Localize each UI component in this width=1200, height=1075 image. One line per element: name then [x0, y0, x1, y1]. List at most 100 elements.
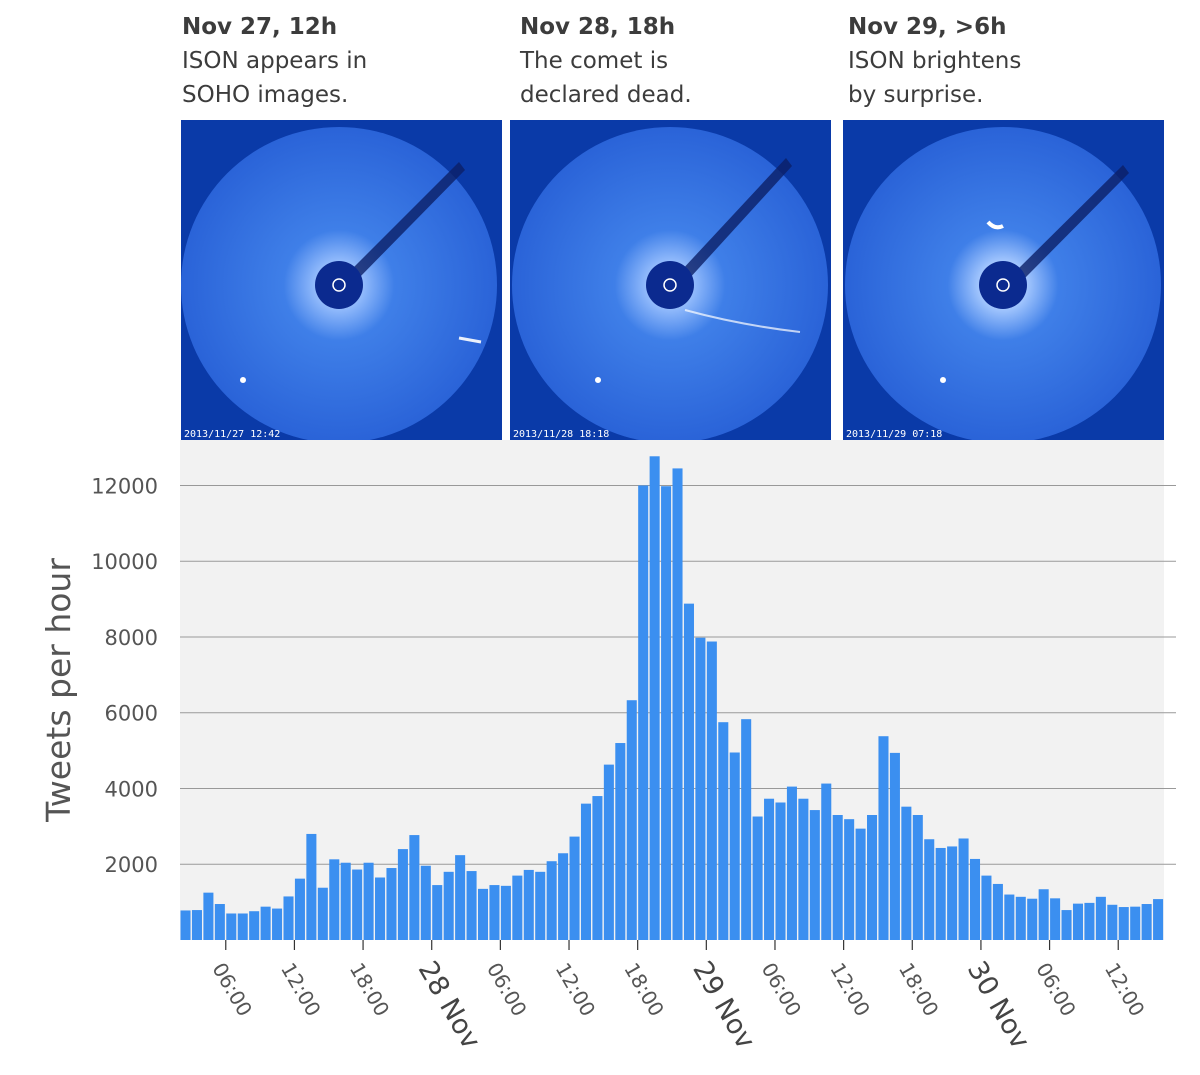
bar: [947, 846, 958, 940]
x-axis: 06:00 12:00 18:00 28 Nov 06:00 12:00 18:00 29 N…: [207, 940, 1150, 1054]
caption-line: The comet is: [520, 48, 669, 74]
caption-line: declared dead.: [520, 82, 692, 108]
bar: [867, 815, 878, 940]
y-tick-label: 6000: [105, 702, 158, 726]
x-tick-label: 12:00: [1100, 959, 1150, 1021]
bar: [821, 783, 832, 940]
bar: [683, 603, 694, 940]
image-timestamp: 2013/11/29 07:18: [846, 429, 942, 440]
bar: [798, 798, 809, 940]
soho-image-2: 2013/11/28 18:18: [510, 120, 831, 441]
bar: [981, 875, 992, 940]
pylon-shadow: [680, 158, 792, 280]
bar: [317, 887, 328, 940]
bar: [329, 859, 340, 940]
bar: [775, 802, 786, 940]
y-axis: 2000 4000 6000 8000 10000 12000: [91, 474, 158, 877]
bar: [203, 892, 214, 940]
bar: [569, 836, 580, 940]
caption-panel-3: Nov 29, >6h ISON brightens by surprise.: [848, 10, 1168, 112]
bar: [1038, 889, 1049, 940]
soho-image-1: 2013/11/27 12:42: [181, 120, 502, 441]
bar: [466, 871, 477, 940]
bar: [809, 810, 820, 940]
bar: [901, 806, 912, 940]
bar: [706, 641, 717, 940]
bar: [969, 858, 981, 940]
bar: [786, 786, 797, 940]
occulter-disk: [979, 261, 1027, 309]
bar: [1072, 903, 1084, 940]
caption-line: by surprise.: [848, 82, 984, 108]
bar: [958, 838, 969, 940]
bar: [580, 803, 592, 940]
bar: [695, 637, 706, 940]
bar: [718, 722, 729, 940]
bar: [283, 896, 294, 940]
bar: [649, 456, 660, 940]
pylon-shadow: [349, 162, 465, 280]
caption-line: ISON brightens: [848, 48, 1022, 74]
x-tick-label: 18:00: [345, 959, 395, 1021]
caption-panel-1: Nov 27, 12h ISON appears in SOHO images.: [182, 10, 502, 112]
y-axis-label: Tweets per hour: [39, 558, 78, 823]
star-dot: [240, 377, 246, 383]
bar: [386, 868, 397, 940]
bar: [855, 828, 866, 940]
bar: [592, 796, 603, 940]
star-dot: [940, 377, 946, 383]
bar: [752, 816, 763, 940]
bar: [1118, 907, 1129, 940]
soho-image-3: 2013/11/29 07:18: [843, 120, 1164, 441]
bar: [1107, 904, 1118, 940]
pylon-shadow: [1015, 165, 1129, 280]
bar: [729, 752, 740, 940]
caption-title: Nov 29, >6h: [848, 14, 1007, 40]
bar: [477, 888, 489, 940]
bar: [1130, 906, 1141, 940]
bar: [546, 861, 557, 940]
bar: [306, 833, 317, 940]
bar: [272, 908, 283, 940]
bar: [1084, 902, 1095, 940]
y-tick-label: 12000: [91, 474, 158, 498]
sun-outline: [332, 278, 346, 292]
x-date-label: 30 Nov: [961, 956, 1036, 1054]
comet-head: [986, 220, 1004, 230]
bar: [363, 862, 374, 940]
x-tick-label: 06:00: [1031, 959, 1081, 1021]
x-tick-label: 12:00: [825, 959, 875, 1021]
bar: [1050, 898, 1061, 940]
bar: [615, 743, 626, 940]
bar: [340, 862, 351, 940]
image-timestamp: 2013/11/27 12:42: [184, 429, 280, 440]
bar: [638, 485, 649, 940]
bar: [1141, 904, 1152, 940]
bar: [924, 839, 935, 940]
bar: [912, 815, 923, 940]
bar: [397, 849, 408, 940]
bar: [352, 869, 363, 940]
bar: [661, 486, 672, 940]
bar: [992, 883, 1003, 940]
y-tick-label: 2000: [105, 853, 158, 877]
bar: [1095, 896, 1106, 940]
bar: [832, 815, 843, 940]
bar: [375, 877, 386, 940]
bar: [180, 910, 191, 940]
comet-streak: [684, 309, 801, 333]
x-tick-label: 06:00: [207, 959, 257, 1021]
bar-series: [180, 456, 1164, 940]
x-tick-label: 06:00: [757, 959, 807, 1021]
bar: [500, 885, 511, 940]
x-date-label: 29 Nov: [686, 956, 761, 1054]
bar: [226, 913, 237, 940]
x-tick-label: 18:00: [894, 959, 944, 1021]
y-tick-label: 4000: [105, 777, 158, 801]
bar: [1027, 898, 1038, 940]
caption-panel-2: Nov 28, 18h The comet is declared dead.: [520, 10, 840, 112]
x-date-label: 28 Nov: [412, 956, 487, 1054]
bar: [191, 910, 202, 940]
bar: [1153, 899, 1164, 940]
bar: [420, 865, 431, 940]
